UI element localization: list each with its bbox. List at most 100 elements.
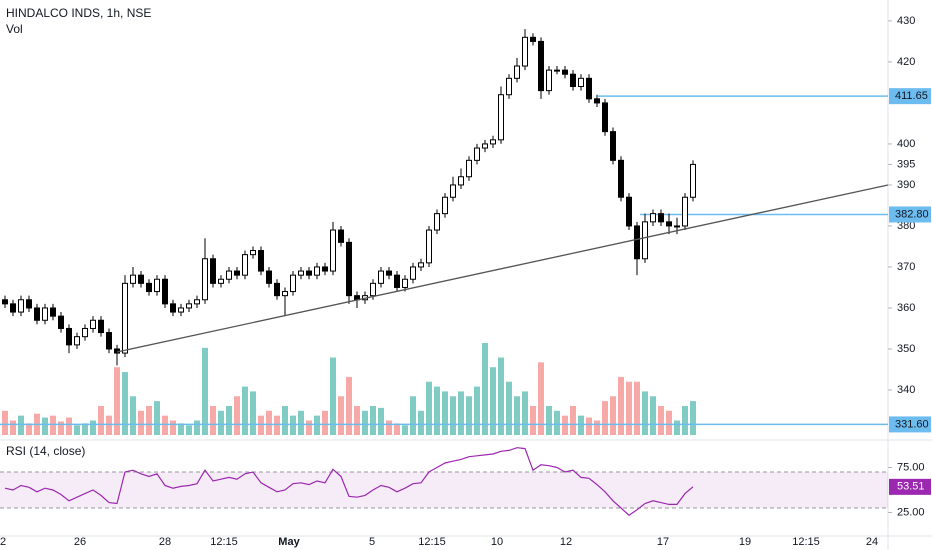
volume-title: Vol: [6, 22, 23, 36]
candle-body: [90, 319, 96, 329]
volume-bar: [290, 415, 296, 435]
candle-body: [402, 278, 408, 288]
candle-body: [386, 270, 392, 276]
candle-body: [82, 327, 88, 338]
level-label: 382.80: [895, 208, 929, 220]
volume-bar: [122, 372, 128, 435]
candle-body: [258, 250, 264, 272]
candle-body: [546, 69, 552, 92]
candle-body: [66, 327, 72, 346]
y-tick-label: 400: [897, 138, 915, 150]
candle-body: [418, 262, 424, 268]
volume-bar: [306, 420, 312, 435]
volume-bar: [482, 343, 488, 435]
volume-bar: [514, 396, 520, 435]
candle-body: [234, 270, 240, 276]
candle-body: [186, 303, 192, 309]
candle-body: [42, 307, 48, 321]
volume-bar: [554, 410, 560, 435]
level-label-box: [889, 206, 931, 223]
candle-body: [10, 303, 16, 313]
volume-bar: [474, 386, 480, 435]
volume-bar: [186, 425, 192, 435]
candle-body: [506, 77, 512, 96]
volume-bar: [466, 396, 472, 435]
candle-body: [602, 102, 608, 133]
volume-bar: [170, 420, 176, 435]
volume-bar: [394, 423, 400, 435]
candle-body: [122, 282, 128, 354]
candle-body: [74, 336, 80, 346]
x-tick-label: May: [278, 536, 300, 548]
candle-body: [554, 69, 560, 72]
candle-body: [410, 266, 416, 280]
volume-bar: [594, 420, 600, 435]
volume-bar: [506, 381, 512, 435]
volume-bar: [146, 405, 152, 435]
candle-body: [426, 229, 432, 264]
candle-body: [226, 270, 232, 280]
candle-body: [378, 270, 384, 284]
candle-body: [338, 229, 344, 243]
volume-bar: [626, 381, 632, 435]
candle-body: [250, 250, 256, 256]
volume-bar: [218, 410, 224, 435]
volume-bar: [562, 415, 568, 435]
candle-body: [242, 254, 248, 276]
candle-body: [538, 40, 544, 92]
candle-body: [34, 307, 40, 321]
x-tick-label: 28: [159, 536, 171, 548]
volume-bar: [210, 405, 216, 435]
x-tick-label: 2: [0, 536, 6, 548]
candle-body: [530, 36, 536, 42]
candle-body: [322, 266, 328, 272]
candle-body: [18, 299, 24, 313]
candle-body: [98, 319, 104, 334]
volume-bar: [602, 401, 608, 435]
candle-body: [642, 221, 648, 260]
level-label: 411.65: [895, 90, 928, 102]
labels: 430 420 400 395 390 380 370 360 350 340 411.65 382.…: [0, 15, 931, 548]
volume-bar: [522, 391, 528, 435]
volume-bar: [538, 362, 544, 435]
candle-body: [474, 147, 480, 161]
candle-body: [210, 258, 216, 284]
volume-bar: [234, 396, 240, 435]
rsi-y-tick-label: 75.00: [897, 461, 925, 473]
volume-bar: [346, 376, 352, 435]
volume-bar: [426, 381, 432, 435]
volume-bar: [434, 386, 440, 435]
y-tick-label: 420: [897, 56, 915, 68]
volume-bar: [362, 410, 368, 435]
volume-bar: [194, 420, 200, 435]
volume-bar: [2, 410, 8, 435]
rsi-line: [4, 447, 694, 516]
candle-body: [138, 274, 144, 284]
volume-bar: [26, 423, 32, 435]
candle-body: [458, 176, 464, 186]
volume-bar: [666, 410, 672, 435]
candle-body: [434, 213, 440, 231]
volume-bar: [690, 401, 696, 435]
volume-bar: [450, 396, 456, 435]
volume-bar: [178, 423, 184, 435]
volume-bar: [658, 405, 664, 435]
volume-bar: [58, 421, 64, 435]
volume-bar: [298, 410, 304, 435]
x-tick-label: 19: [739, 536, 751, 548]
candle-body: [650, 213, 656, 223]
volume-bar: [322, 410, 328, 435]
candle-body: [290, 274, 296, 293]
candle-body: [266, 270, 272, 284]
candle-body: [578, 77, 584, 88]
rsi-last-label: 53.51: [897, 481, 925, 493]
volume-bar: [674, 420, 680, 435]
volume-bar: [282, 405, 288, 435]
level-label-box: [889, 88, 931, 105]
candle-body: [346, 241, 352, 297]
candle-body: [58, 315, 64, 329]
candle-body: [178, 307, 184, 313]
candle-body: [570, 73, 576, 88]
volume-bar: [42, 417, 48, 435]
candle-body: [218, 278, 224, 284]
